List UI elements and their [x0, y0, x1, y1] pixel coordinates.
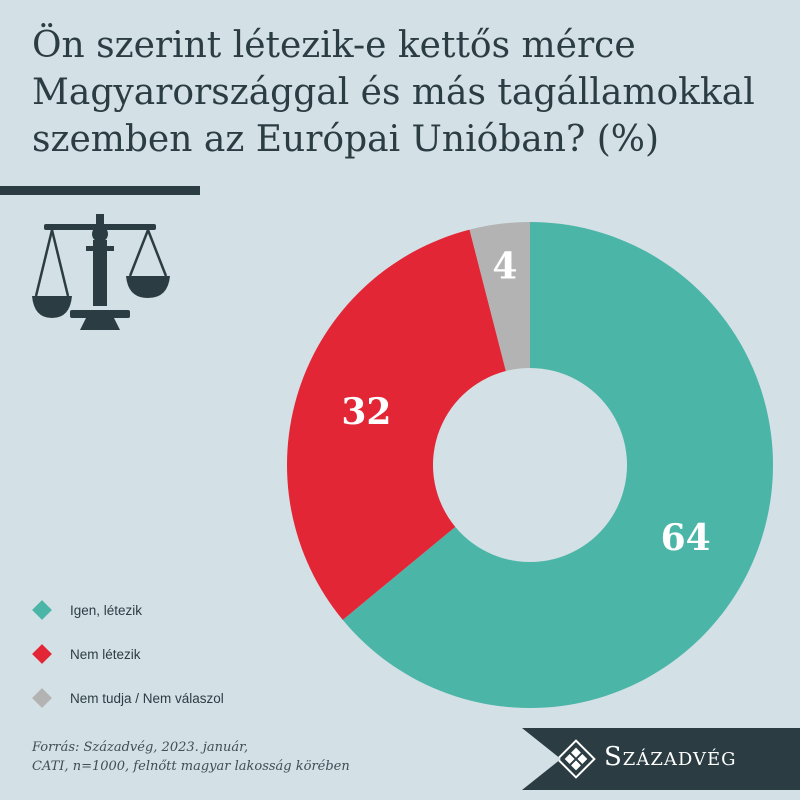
legend-swatch-dont-know	[32, 688, 52, 708]
legend-label-yes: Igen, létezik	[70, 602, 143, 618]
brand-banner: Századvég	[522, 728, 800, 790]
source-note: Forrás: Századvég, 2023. január, CATI, n…	[32, 738, 350, 776]
legend-item-no: Nem létezik	[32, 632, 224, 676]
brand-name: Századvég	[604, 742, 737, 772]
data-label-no: 32	[341, 391, 391, 433]
title-underline	[0, 186, 200, 195]
legend-swatch-yes	[32, 600, 52, 620]
data-label-dont-know: 4	[492, 246, 517, 288]
data-label-yes: 64	[661, 517, 711, 559]
legend-item-yes: Igen, létezik	[32, 588, 224, 632]
source-line-1: Forrás: Századvég, 2023. január,	[32, 740, 249, 755]
legend: Igen, létezik Nem létezik Nem tudja / Ne…	[32, 588, 224, 720]
scale-of-justice-icon	[32, 214, 170, 330]
chart-title-line-1: Ön szerint létezik-e kettős mérce	[32, 25, 636, 66]
legend-swatch-no	[32, 644, 52, 664]
chart-title-line-3: szemben az Európai Unióban? (%)	[32, 119, 659, 160]
chart-title-line-2: Magyarországgal és más tagállamokkal	[32, 72, 755, 113]
diamond-logo-icon	[556, 739, 596, 779]
legend-label-dont-know: Nem tudja / Nem válaszol	[70, 690, 224, 706]
slice-dont-know	[469, 222, 530, 372]
slice-yes	[342, 222, 773, 709]
legend-item-dont-know: Nem tudja / Nem válaszol	[32, 676, 224, 720]
slice-no	[286, 229, 506, 620]
chart-title: Ön szerint létezik-e kettős mérce Magyar…	[32, 22, 772, 163]
source-line-2: CATI, n=1000, felnőtt magyar lakosság kö…	[32, 759, 350, 774]
legend-label-no: Nem létezik	[70, 646, 141, 662]
